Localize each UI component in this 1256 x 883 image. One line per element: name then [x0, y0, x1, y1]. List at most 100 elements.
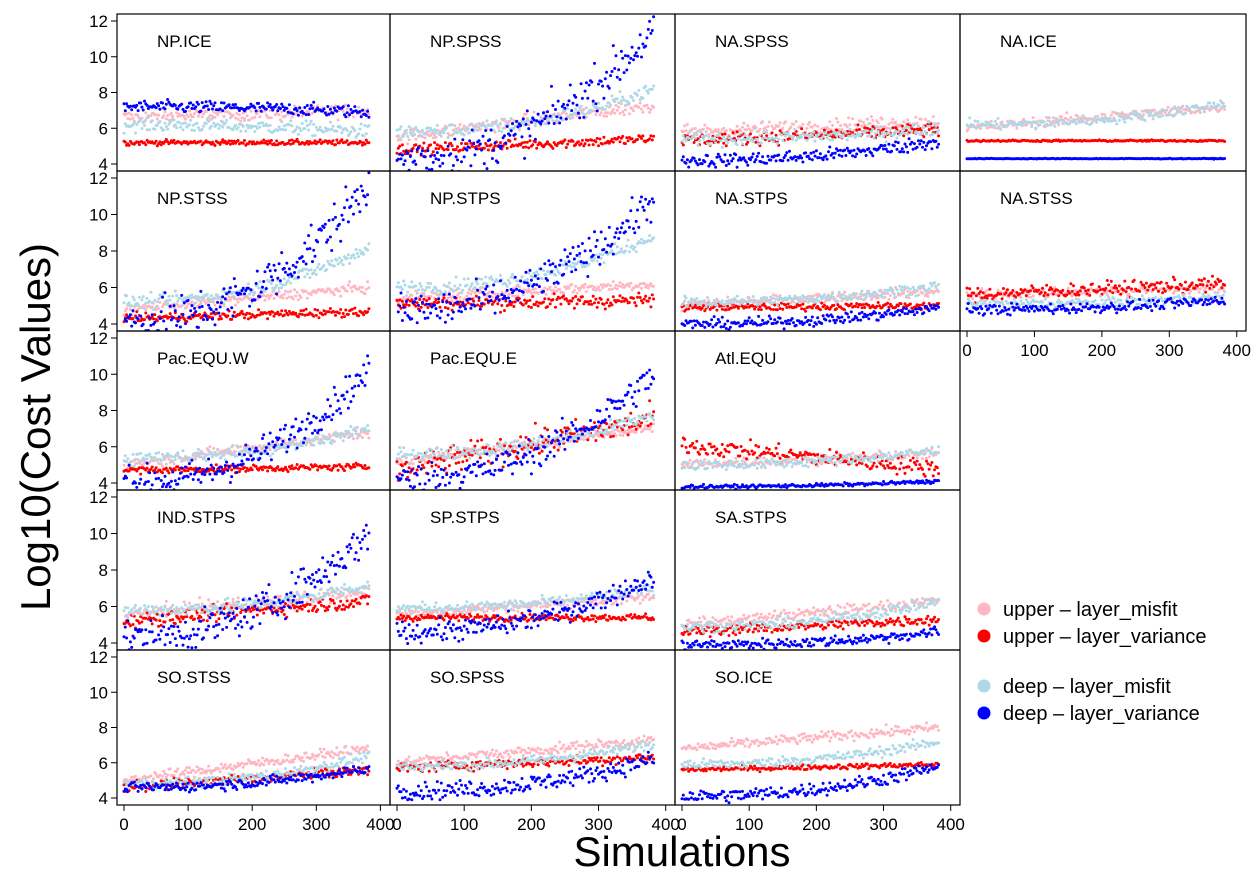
- data-point: [155, 319, 159, 323]
- data-point: [582, 144, 586, 148]
- data-point: [736, 158, 740, 162]
- data-point: [625, 68, 629, 72]
- data-point: [176, 114, 180, 118]
- data-point: [570, 270, 574, 274]
- data-point: [437, 300, 441, 304]
- data-point: [349, 286, 353, 290]
- data-point: [935, 145, 939, 149]
- data-point: [1140, 115, 1144, 119]
- data-point: [191, 123, 195, 127]
- data-point: [533, 303, 537, 306]
- data-point: [340, 315, 344, 319]
- data-point: [513, 275, 517, 279]
- data-point: [532, 271, 536, 275]
- data-point: [903, 132, 907, 135]
- data-point: [1208, 101, 1212, 105]
- data-point: [570, 299, 574, 303]
- data-point: [362, 313, 366, 317]
- data-point: [237, 122, 241, 126]
- data-point: [398, 304, 402, 308]
- data-point: [562, 102, 566, 106]
- data-point: [1059, 115, 1063, 119]
- data-point: [532, 110, 536, 114]
- data-point: [853, 304, 857, 308]
- data-point: [359, 115, 363, 119]
- data-point: [720, 146, 724, 149]
- data-point: [446, 313, 450, 317]
- data-point: [599, 79, 603, 83]
- data-point: [266, 265, 270, 269]
- data-point: [605, 250, 609, 254]
- data-point: [235, 111, 239, 115]
- data-point: [887, 297, 891, 301]
- data-point: [157, 113, 161, 117]
- data-point: [925, 132, 928, 136]
- data-point: [419, 294, 423, 298]
- data-point: [418, 309, 422, 313]
- data-point: [431, 160, 435, 164]
- data-point: [223, 297, 227, 301]
- data-point: [751, 140, 755, 143]
- data-point: [419, 284, 423, 288]
- data-point: [698, 305, 701, 309]
- data-point: [584, 261, 588, 265]
- data-point: [837, 153, 841, 157]
- data-point: [144, 301, 148, 305]
- data-point: [1034, 126, 1038, 130]
- data-point: [187, 315, 191, 319]
- data-point: [917, 139, 920, 143]
- data-point: [248, 118, 252, 122]
- data-point: [543, 117, 547, 121]
- data-point: [515, 279, 519, 283]
- data-point: [163, 121, 167, 125]
- data-point: [800, 135, 804, 139]
- data-point: [492, 128, 496, 132]
- data-point: [539, 122, 543, 126]
- data-point: [481, 134, 485, 138]
- data-point: [754, 158, 758, 162]
- data-point: [263, 270, 267, 274]
- data-point: [131, 309, 135, 313]
- panel-np-ice: NP.ICE: [116, 13, 391, 172]
- data-point: [622, 113, 626, 117]
- data-point: [1035, 120, 1039, 124]
- data-point: [410, 293, 414, 297]
- data-point: [404, 300, 408, 303]
- data-point: [544, 122, 548, 126]
- data-point: [154, 139, 158, 143]
- data-point: [804, 133, 808, 137]
- data-point: [698, 158, 701, 162]
- data-point: [627, 301, 631, 304]
- data-point: [344, 103, 348, 107]
- data-point: [395, 151, 399, 155]
- data-point: [797, 136, 801, 140]
- data-point: [594, 245, 598, 248]
- data-point: [434, 298, 438, 301]
- data-point: [720, 307, 724, 311]
- data-point: [422, 310, 426, 314]
- data-point: [175, 294, 179, 298]
- data-point: [602, 135, 606, 139]
- data-point: [353, 190, 357, 194]
- data-point: [362, 134, 366, 138]
- data-point: [564, 297, 568, 301]
- data-point: [784, 303, 787, 307]
- data-point: [571, 101, 575, 105]
- series-3: [965, 156, 1227, 161]
- data-point: [312, 271, 316, 275]
- data-point: [503, 294, 506, 298]
- data-point: [326, 105, 330, 108]
- data-point: [594, 102, 598, 106]
- data-point: [583, 249, 587, 253]
- data-point: [833, 151, 837, 155]
- data-point: [490, 157, 494, 160]
- data-point: [205, 117, 209, 121]
- data-point: [583, 89, 587, 93]
- data-point: [336, 118, 340, 122]
- data-point: [903, 142, 907, 146]
- data-point: [883, 144, 887, 147]
- data-point: [649, 31, 653, 35]
- data-point: [357, 202, 361, 206]
- data-point: [268, 123, 272, 127]
- data-point: [822, 303, 826, 307]
